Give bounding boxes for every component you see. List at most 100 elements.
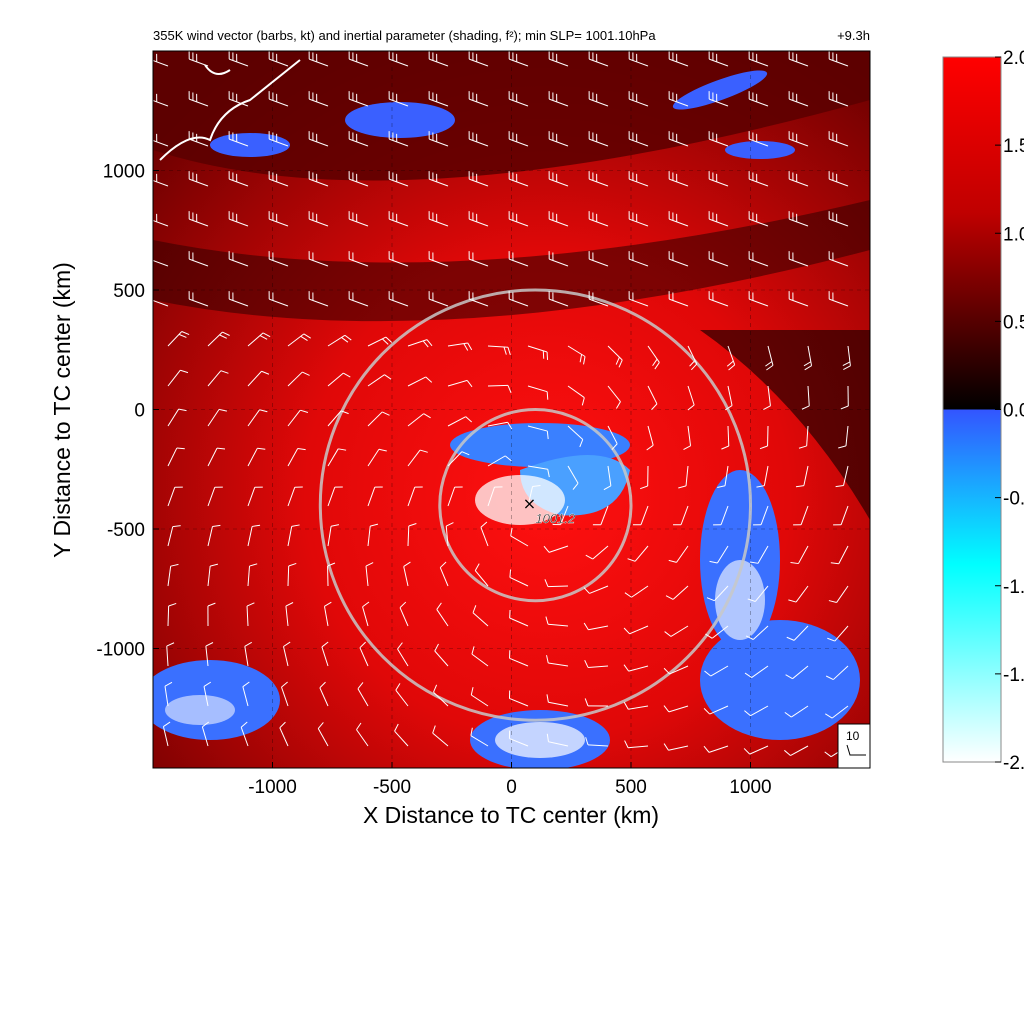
barb-feather: [583, 622, 589, 631]
barb-feather: [745, 635, 754, 640]
barb-shaft: [247, 332, 264, 347]
barb-shaft: [832, 665, 849, 680]
barb-shaft: [247, 370, 262, 387]
barb-shaft: [287, 565, 290, 587]
dark-band-east: [700, 330, 870, 520]
barb-feather: [259, 335, 268, 340]
barb-shaft: [470, 735, 489, 747]
barb-shaft: [629, 218, 649, 227]
barb-feather: [546, 391, 549, 400]
barb-shaft: [607, 385, 621, 402]
barb-shaft: [567, 345, 586, 357]
barb-shaft: [487, 486, 495, 507]
barb-feather: [170, 563, 179, 567]
barb-feather: [285, 602, 294, 607]
barb-shaft: [229, 58, 249, 67]
barb-shaft: [359, 647, 369, 667]
barb-shaft: [592, 545, 609, 560]
barb-shaft: [207, 370, 222, 387]
barb-shaft: [751, 665, 769, 678]
barb-shaft: [432, 732, 449, 747]
barb-shaft: [362, 606, 369, 627]
barb-shaft: [829, 98, 849, 107]
barb-shaft: [287, 448, 299, 467]
barb-shaft: [589, 258, 609, 267]
barb-feather: [786, 636, 795, 641]
barb-feather: [219, 334, 227, 339]
barb-shaft: [167, 605, 170, 627]
barb-shaft: [207, 409, 220, 427]
barb-shaft: [750, 705, 769, 717]
barb-shaft: [752, 625, 769, 640]
barb-shaft: [189, 218, 209, 227]
barb-shaft: [806, 425, 809, 446]
center-x-icon: ×: [523, 494, 536, 513]
barb-feather: [759, 445, 768, 450]
barb-shaft: [607, 425, 618, 444]
colorbar-ticks: 2.0 1.5 1.0 0.5 0.0 -0.5 -1.0 -1.5 -2.0: [995, 48, 1024, 774]
barb-shaft: [309, 58, 329, 67]
barb-shaft: [527, 385, 548, 393]
barb-shaft: [447, 416, 466, 427]
barb-shaft: [269, 218, 289, 227]
barb-feather: [545, 616, 549, 625]
barb-shaft: [201, 726, 209, 747]
barb-feather: [623, 664, 630, 672]
barb-shaft: [471, 694, 489, 707]
barb-feather: [623, 702, 629, 710]
plot-area: × 1001.2 10: [153, 51, 870, 768]
barb-shaft: [629, 98, 649, 107]
barb-feather: [663, 743, 669, 751]
barb-feather: [403, 561, 411, 567]
barb-feather: [370, 523, 379, 527]
wind-barbs: [153, 51, 851, 758]
barb-shaft: [349, 58, 369, 67]
barb-shaft: [668, 705, 689, 713]
barb-shaft: [269, 178, 289, 187]
barb-shaft: [469, 98, 489, 107]
colorbar-tick-label: 0.5: [1003, 312, 1024, 333]
barb-feather: [172, 525, 181, 528]
barb-feather: [744, 710, 751, 717]
barb-feather: [341, 337, 349, 343]
barb-shaft: [429, 218, 449, 227]
barb-shaft: [669, 218, 689, 227]
barb-shaft: [709, 298, 729, 307]
barb-shaft: [549, 258, 569, 267]
x-tick-label: -500: [373, 777, 411, 798]
barb-shaft: [472, 612, 489, 627]
barb-shaft: [527, 465, 548, 470]
barb-shaft: [749, 58, 769, 67]
barb-shaft: [831, 705, 849, 719]
barb-shaft: [309, 98, 329, 107]
barb-feather: [785, 674, 793, 680]
barb-feather: [279, 721, 286, 729]
barb-feather: [222, 331, 230, 336]
barb-feather: [202, 721, 210, 728]
barb-shaft: [629, 298, 649, 307]
barb-shaft: [829, 138, 849, 147]
barb-shaft: [207, 447, 218, 467]
barb-feather: [300, 335, 308, 341]
barb-feather: [652, 358, 658, 367]
barb-feather: [321, 641, 329, 648]
barb-feather: [835, 484, 844, 488]
barb-shaft: [469, 178, 489, 187]
barb-shaft: [567, 425, 584, 440]
barb-feather: [218, 408, 227, 412]
barb-shaft: [687, 425, 692, 446]
barb-shaft: [167, 447, 178, 467]
barb-feather: [425, 376, 433, 383]
barb-shaft: [407, 525, 410, 547]
barb-shaft: [749, 178, 769, 187]
barb-feather: [627, 558, 636, 562]
barb-feather: [788, 599, 797, 603]
barb-shaft: [589, 298, 609, 307]
barb-shaft: [680, 505, 689, 525]
barb-feather: [480, 521, 488, 528]
barb-shaft: [367, 526, 371, 547]
barb-shaft: [153, 219, 169, 227]
barb-shaft: [244, 646, 249, 667]
barb-feather: [579, 354, 583, 363]
barb-shaft: [767, 345, 774, 366]
